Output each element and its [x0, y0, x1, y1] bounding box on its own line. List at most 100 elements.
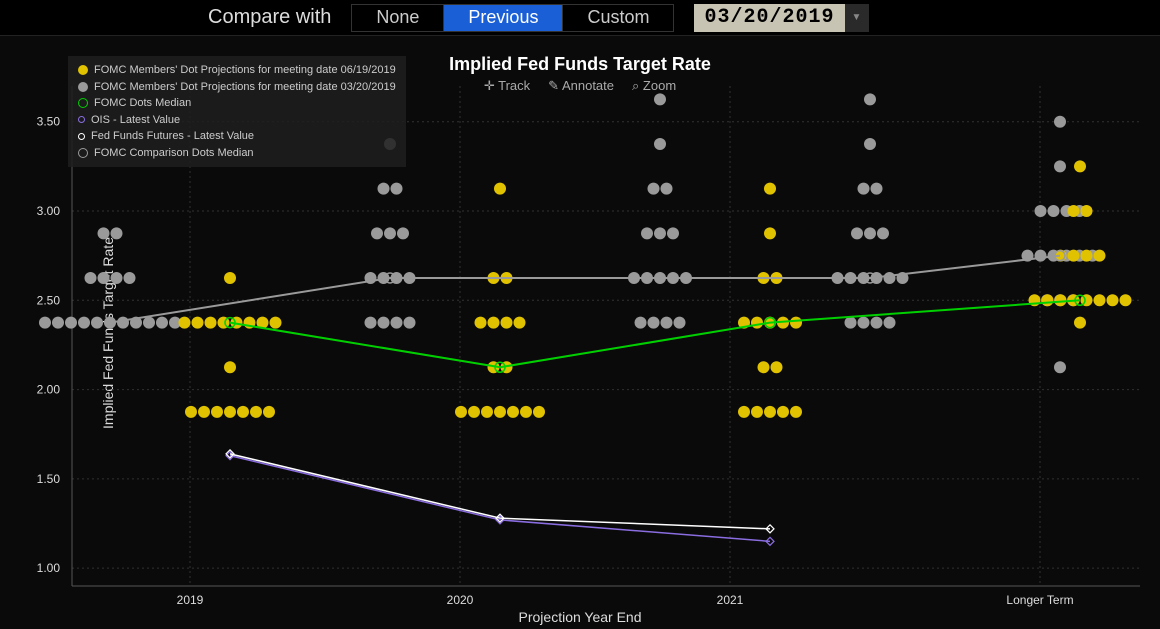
- dot: [224, 406, 236, 418]
- legend-marker: [77, 115, 87, 125]
- legend-marker: [78, 148, 88, 158]
- dot: [884, 272, 896, 284]
- dot: [468, 406, 480, 418]
- dot: [1120, 294, 1132, 306]
- legend-marker: [78, 65, 88, 75]
- dot: [378, 183, 390, 195]
- seg-custom[interactable]: Custom: [563, 5, 673, 31]
- legend-label: FOMC Comparison Dots Median: [94, 145, 254, 162]
- dot: [877, 227, 889, 239]
- dot: [1035, 205, 1047, 217]
- legend-item: Fed Funds Futures - Latest Value: [78, 128, 396, 145]
- dot: [211, 406, 223, 418]
- dot: [397, 227, 409, 239]
- dot: [391, 317, 403, 329]
- dot: [98, 227, 110, 239]
- dot: [78, 317, 90, 329]
- dot: [1081, 250, 1093, 262]
- compare-date-input[interactable]: 03/20/2019: [694, 4, 844, 32]
- dot: [192, 317, 204, 329]
- topbar: Compare with None Previous Custom 03/20/…: [0, 0, 1160, 36]
- legend-label: FOMC Members' Dot Projections for meetin…: [94, 62, 396, 79]
- seg-previous[interactable]: Previous: [444, 5, 563, 31]
- dot: [52, 317, 64, 329]
- dot: [858, 183, 870, 195]
- dot: [864, 93, 876, 105]
- dot: [758, 361, 770, 373]
- legend-item: FOMC Dots Median: [78, 95, 396, 112]
- date-dropdown-icon[interactable]: ▼: [845, 4, 869, 32]
- dot: [751, 317, 763, 329]
- dot: [858, 317, 870, 329]
- dot: [481, 406, 493, 418]
- dot: [488, 317, 500, 329]
- dot: [143, 317, 155, 329]
- x-tick-label: 2019: [177, 593, 204, 607]
- legend-label: FOMC Dots Median: [94, 95, 191, 112]
- x-tick-label: 2021: [717, 593, 744, 607]
- legend-marker: [78, 98, 88, 108]
- dot: [1035, 250, 1047, 262]
- dot: [661, 317, 673, 329]
- legend-label: Fed Funds Futures - Latest Value: [91, 128, 254, 145]
- y-tick-label: 1.50: [37, 472, 61, 486]
- dot: [365, 317, 377, 329]
- dot: [378, 317, 390, 329]
- seg-none[interactable]: None: [352, 5, 444, 31]
- dot: [384, 227, 396, 239]
- y-tick-label: 2.50: [37, 293, 61, 307]
- dot: [1068, 250, 1080, 262]
- fff-line: [230, 454, 770, 529]
- dot: [845, 317, 857, 329]
- y-tick-label: 1.00: [37, 561, 61, 575]
- dot: [85, 272, 97, 284]
- legend-marker: [77, 131, 87, 141]
- dot: [198, 406, 210, 418]
- dot: [771, 361, 783, 373]
- dot: [494, 183, 506, 195]
- dot: [117, 317, 129, 329]
- dot: [884, 317, 896, 329]
- dot: [270, 317, 282, 329]
- y-tick-label: 3.50: [37, 115, 61, 129]
- dot: [1094, 294, 1106, 306]
- dot: [751, 406, 763, 418]
- legend-label: FOMC Members' Dot Projections for meetin…: [94, 79, 396, 96]
- dot: [205, 317, 217, 329]
- dot: [871, 317, 883, 329]
- x-tick-label: Longer Term: [1006, 593, 1073, 607]
- dot: [39, 317, 51, 329]
- dot: [738, 406, 750, 418]
- legend-item: FOMC Members' Dot Projections for meetin…: [78, 79, 396, 96]
- dot: [1107, 294, 1119, 306]
- dot: [224, 272, 236, 284]
- dot: [674, 317, 686, 329]
- dot: [1048, 205, 1060, 217]
- chart-area: Implied Fed Funds Target Rate ✛ Track ✎ …: [0, 36, 1160, 629]
- dot: [185, 406, 197, 418]
- dot: [777, 406, 789, 418]
- dot: [851, 227, 863, 239]
- dot: [1042, 294, 1054, 306]
- dot: [1074, 317, 1086, 329]
- dot: [520, 406, 532, 418]
- dot: [790, 317, 802, 329]
- dot: [764, 183, 776, 195]
- legend-marker: [78, 82, 88, 92]
- dot: [65, 317, 77, 329]
- dot: [455, 406, 467, 418]
- dot: [864, 227, 876, 239]
- dot: [111, 227, 123, 239]
- dot: [764, 406, 776, 418]
- dot: [179, 317, 191, 329]
- ois-line: [230, 456, 770, 542]
- dot: [871, 183, 883, 195]
- dot: [224, 361, 236, 373]
- dot: [371, 227, 383, 239]
- dot: [111, 272, 123, 284]
- legend: FOMC Members' Dot Projections for meetin…: [68, 56, 406, 167]
- dot: [263, 406, 275, 418]
- dot: [864, 138, 876, 150]
- dot: [494, 406, 506, 418]
- dot: [501, 317, 513, 329]
